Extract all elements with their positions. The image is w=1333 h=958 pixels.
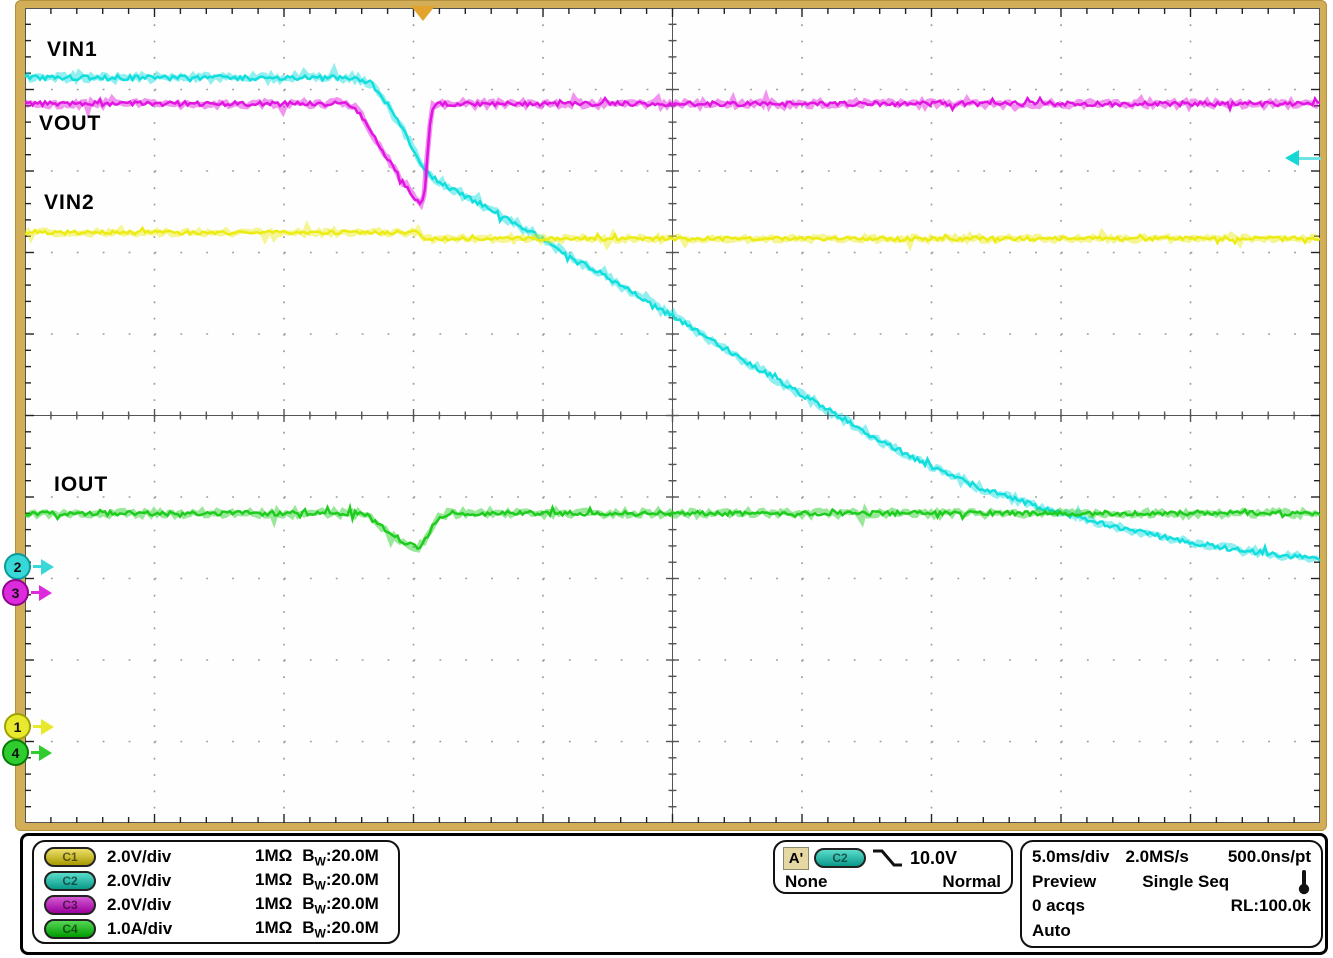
trace-label-vout: VOUT: [39, 112, 102, 135]
channel-badge-c4[interactable]: C4: [44, 919, 96, 939]
waveform-display: [25, 8, 1320, 823]
trigger-mode: Normal: [942, 872, 1001, 891]
ground-marker-ch3-label: 3: [2, 579, 29, 606]
trigger-level-arrow-icon[interactable]: [1285, 150, 1321, 166]
horizontal-scale: 5.0ms/div: [1032, 847, 1110, 867]
trigger-level-value: 10.0V: [910, 847, 958, 868]
waveform-svg: [25, 8, 1320, 823]
channel-scale-c2: 2.0V/div: [107, 871, 172, 890]
ground-marker-ch3-tail: [31, 591, 39, 594]
ground-marker-ch1-label: 1: [4, 713, 31, 740]
channel-row-c1[interactable]: C1 2.0V/div 1MΩ BW:20.0M: [44, 845, 388, 869]
ground-marker-ch4[interactable]: 4: [2, 739, 52, 766]
graticule-frame: VIN1 VOUT VIN2 IOUT 2 3 1 4: [2, 0, 1327, 831]
channel-impedance-bw-c2: 1MΩ BW:20.0M: [255, 869, 379, 893]
falling-edge-icon: [873, 849, 902, 867]
channel-row-c3[interactable]: C3 2.0V/div 1MΩ BW:20.0M: [44, 893, 388, 917]
channel-scale-c1: 2.0V/div: [107, 847, 172, 866]
acquisition-mode: Single Seq: [1142, 871, 1230, 891]
ground-marker-ch2-label: 2: [4, 553, 31, 580]
channel-readouts-panel: C1 2.0V/div 1MΩ BW:20.0M C2 2.0V/div 1MΩ B…: [32, 840, 400, 944]
record-length: RL:100.0k: [1230, 896, 1311, 916]
trigger-holdoff: None: [785, 872, 828, 891]
sample-interval: 500.0ns/pt: [1227, 847, 1311, 867]
trigger-mode-auto: Auto: [1032, 920, 1071, 940]
single-seq-pin-icon: [1298, 869, 1310, 895]
trace-label-vin1: VIN1: [47, 38, 98, 61]
sample-rate: 2.0MS/s: [1125, 847, 1189, 867]
acquisition-status: Preview: [1032, 871, 1097, 891]
horizontal-acquisition-panel[interactable]: 5.0ms/div 2.0MS/s 500.0ns/pt Preview Sin…: [1020, 840, 1323, 948]
channel-row-c2[interactable]: C2 2.0V/div 1MΩ BW:20.0M: [44, 869, 388, 893]
channel-badge-c3[interactable]: C3: [44, 895, 96, 915]
channel-impedance-bw-c3: 1MΩ BW:20.0M: [255, 893, 379, 917]
channel-badge-c1[interactable]: C1: [44, 847, 96, 867]
ground-marker-ch2-tail: [33, 565, 41, 568]
channel-scale-c3: 2.0V/div: [107, 895, 172, 914]
ground-marker-ch1-arrow: [41, 718, 54, 735]
ground-marker-ch2-arrow: [41, 558, 54, 575]
ground-marker-ch4-tail: [31, 751, 39, 754]
ground-marker-ch3-arrow: [39, 584, 52, 601]
status-bar: C1 2.0V/div 1MΩ BW:20.0M C2 2.0V/div 1MΩ B…: [20, 833, 1328, 955]
channel-badge-c2[interactable]: C2: [44, 871, 96, 891]
channel-row-c4[interactable]: C4 1.0A/div 1MΩ BW:20.0M: [44, 917, 388, 941]
ground-marker-ch4-label: 4: [2, 739, 29, 766]
ground-marker-ch4-arrow: [39, 744, 52, 761]
trace-label-iout: IOUT: [54, 473, 109, 496]
trigger-a-badge[interactable]: A': [783, 846, 809, 870]
ground-marker-ch2[interactable]: 2: [4, 553, 54, 580]
trigger-readout-panel[interactable]: A' C2 10.0V None Normal: [773, 840, 1013, 894]
trigger-position-marker-icon[interactable]: [411, 6, 435, 21]
acquisition-count: 0 acqs: [1032, 896, 1085, 916]
trigger-level-arrowhead: [1285, 150, 1299, 166]
channel-impedance-bw-c1: 1MΩ BW:20.0M: [255, 845, 379, 869]
channel-impedance-bw-c4: 1MΩ BW:20.0M: [255, 917, 379, 941]
trigger-source-badge[interactable]: C2: [814, 848, 866, 868]
channel-scale-c4: 1.0A/div: [107, 919, 173, 938]
trace-label-vin2: VIN2: [44, 191, 95, 214]
ground-marker-ch3[interactable]: 3: [2, 579, 52, 606]
trigger-level-arrow-tail: [1299, 156, 1321, 160]
ground-marker-ch1-tail: [33, 725, 41, 728]
ground-marker-ch1[interactable]: 1: [4, 713, 54, 740]
